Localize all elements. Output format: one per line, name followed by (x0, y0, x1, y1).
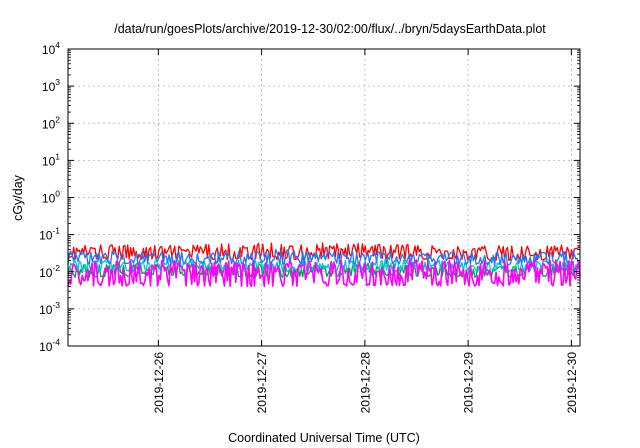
y-tick-label: 102 (42, 114, 60, 131)
y-tick-label: 10-2 (39, 263, 60, 280)
y-tick-label: 101 (42, 151, 60, 168)
x-axis: 2019-12-26 2019-12-27 2019-12-28 2019-12-29… (152, 49, 579, 413)
y-tick-label: 10-3 (39, 300, 60, 317)
x-axis-label: Coordinated Universal Time (UTC) (228, 431, 420, 445)
y-axis: 10-4 10-3 10-2 10-1 100 101 102 103 104 (39, 40, 580, 354)
x-tick-label: 2019-12-30 (565, 352, 579, 414)
y-tick-label: 10-4 (39, 337, 60, 354)
x-tick-label: 2019-12-27 (255, 352, 269, 414)
y-axis-label: cGy/day (11, 174, 25, 221)
y-tick-label: 100 (42, 189, 60, 206)
data-series-group (67, 242, 581, 288)
data-series-line (67, 259, 581, 288)
chart-title: /data/run/goesPlots/archive/2019-12-30/0… (114, 22, 546, 36)
grid-lines (68, 49, 580, 346)
y-tick-label: 10-1 (39, 226, 60, 243)
y-tick-label: 104 (42, 40, 60, 57)
y-tick-label: 103 (42, 77, 60, 94)
x-tick-label: 2019-12-29 (462, 352, 476, 414)
data-series-line (67, 262, 581, 279)
x-tick-label: 2019-12-28 (358, 352, 372, 414)
x-tick-label: 2019-12-26 (152, 352, 166, 414)
data-series-line (67, 248, 581, 266)
